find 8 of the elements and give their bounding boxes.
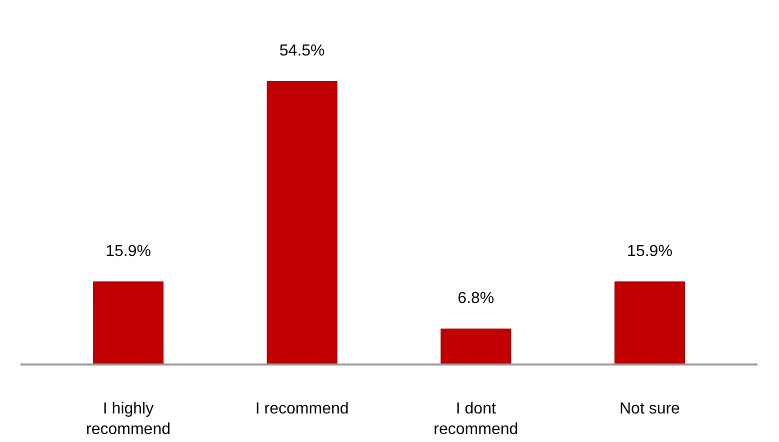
x-tick-label: Not sure [619,400,680,418]
x-tick-label: I highly recommend [86,400,171,438]
x-tick-label: I recommend [255,400,349,418]
data-label: 15.9% [106,242,151,260]
x-tick-label: I dont recommend [434,400,518,438]
data-label: 54.5% [279,42,325,60]
data-label: 6.8% [458,290,494,308]
data-label: 15.9% [627,242,672,260]
